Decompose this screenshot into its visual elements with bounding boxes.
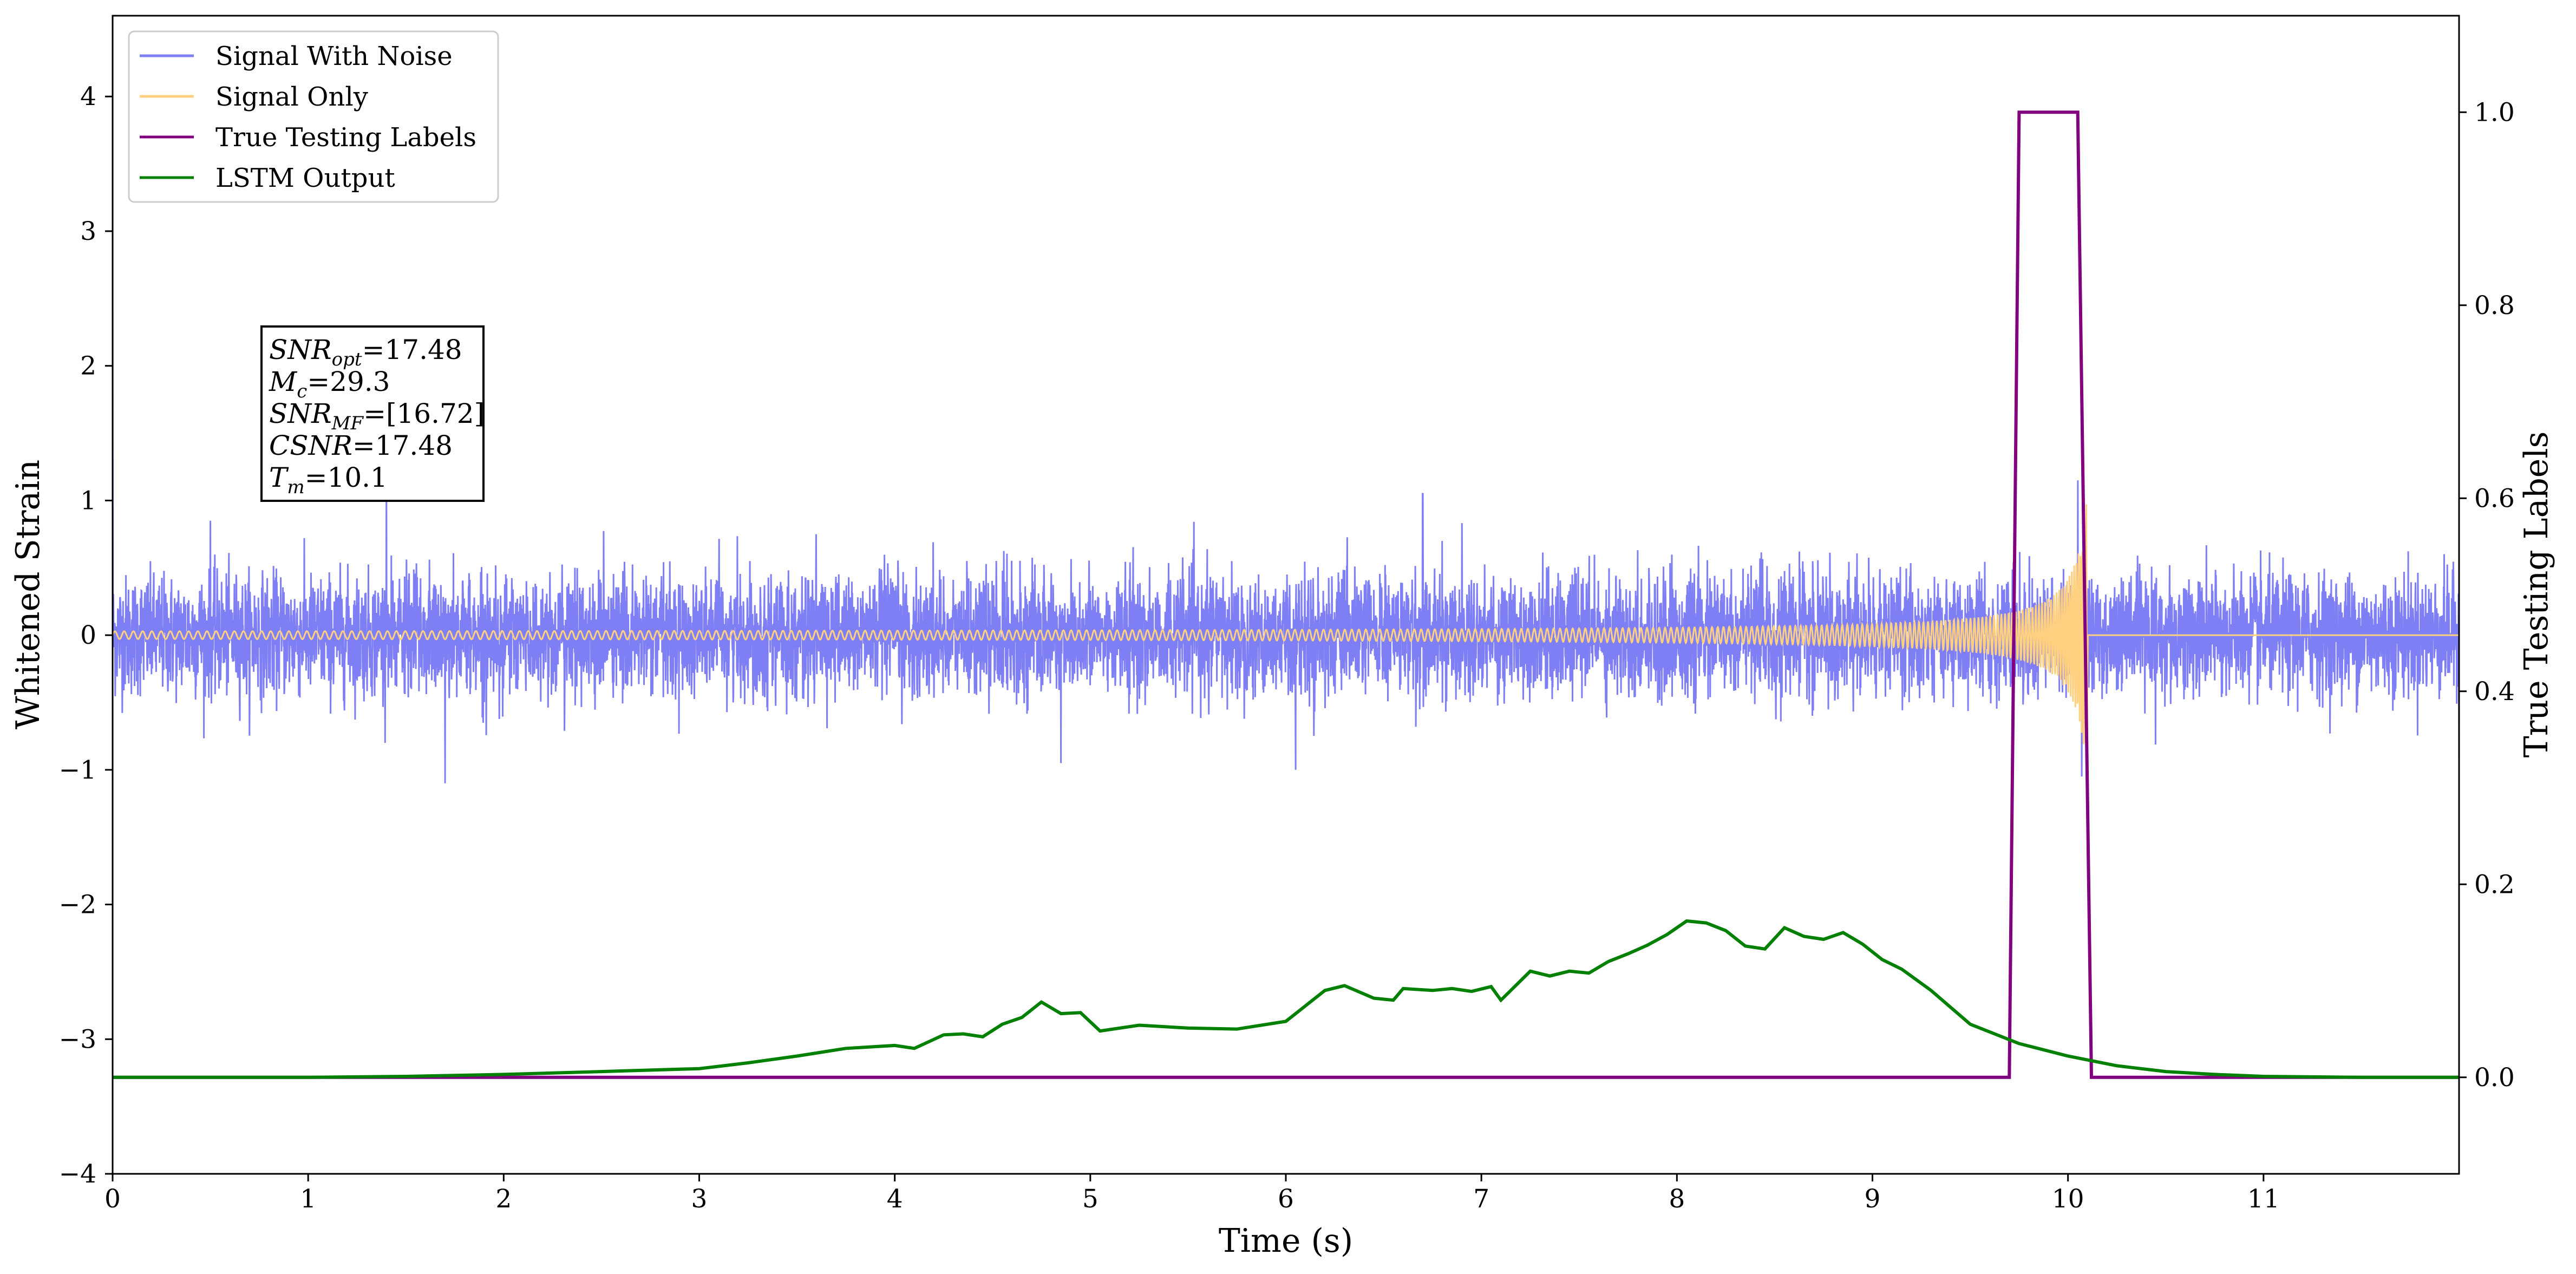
annotation-mc-value: =29.3 xyxy=(307,366,390,397)
annotation-csnr-value: =17.48 xyxy=(352,430,453,461)
annotation-frame xyxy=(260,325,485,502)
annotation-snr-mf-value: =[16.72] xyxy=(363,398,485,429)
y-axis-left-label: Whitened Strain xyxy=(9,460,47,729)
legend: Signal With Noise Signal Only True Testing… xyxy=(128,30,499,203)
annotation-csnr: CSNR=17.48 xyxy=(269,430,453,461)
y-right-tick-label: 0.4 xyxy=(2474,677,2515,707)
x-tick-label: 7 xyxy=(1473,1184,1489,1214)
x-tick-label: 11 xyxy=(2247,1184,2280,1214)
legend-entry: True Testing Labels xyxy=(215,122,476,153)
x-tick-label: 1 xyxy=(300,1184,316,1214)
y-right-tick-label: 0.8 xyxy=(2474,291,2515,321)
x-tick-label: 8 xyxy=(1669,1184,1685,1214)
x-tick-label: 4 xyxy=(887,1184,903,1214)
y-left-tick-label: −1 xyxy=(59,755,96,785)
y-right-tick-label: 1.0 xyxy=(2474,97,2515,127)
y-left-tick-label: 3 xyxy=(80,217,96,246)
legend-entry: LSTM Output xyxy=(215,163,395,193)
y-left-tick-label: −2 xyxy=(59,890,96,920)
x-axis-label: Time (s) xyxy=(1219,1222,1353,1260)
y-left-tick-label: −3 xyxy=(59,1024,96,1054)
annotation-mc: Mc=29.3 xyxy=(269,366,390,402)
y-left-tick-label: 4 xyxy=(80,82,96,112)
legend-entry: Signal Only xyxy=(215,82,368,112)
x-tick-label: 3 xyxy=(691,1184,708,1214)
series-layer xyxy=(113,110,2459,1079)
y-right-tick-label: 0.6 xyxy=(2474,484,2515,513)
ticks-layer: 0 1 2 3 4 5 6 7 8 9 10 11 −4 −3 −2 −1 0 1 2 3 4 0.0 0.2 0.4 0.6 0… xyxy=(59,82,2515,1214)
annotation-snr-opt: SNRopt=17.48 xyxy=(269,334,462,370)
y-left-tick-label: 1 xyxy=(80,486,96,515)
annotation-tm: Tm=10.1 xyxy=(269,462,388,498)
y-right-tick-label: 0.0 xyxy=(2474,1063,2515,1093)
y-left-tick-label: −4 xyxy=(59,1159,96,1189)
x-tick-label: 10 xyxy=(2052,1184,2084,1214)
x-tick-label: 2 xyxy=(495,1184,512,1214)
legend-box xyxy=(128,30,499,203)
y-left-tick-label: 0 xyxy=(80,620,96,650)
x-tick-label: 5 xyxy=(1082,1184,1099,1214)
series-signal-only xyxy=(113,504,2459,773)
legend-items: Signal With Noise Signal Only True Testing… xyxy=(140,41,476,193)
y-left-tick-label: 2 xyxy=(80,351,96,381)
legend-entry: Signal With Noise xyxy=(215,41,453,71)
x-tick-label: 9 xyxy=(1865,1184,1881,1214)
series-lstm-output xyxy=(113,919,2459,1079)
x-tick-label: 0 xyxy=(104,1184,121,1214)
x-tick-label: 6 xyxy=(1278,1184,1294,1214)
y-right-tick-label: 0.2 xyxy=(2474,870,2515,899)
annotation-tm-value: =10.1 xyxy=(305,462,388,493)
annotation-snr-mf: SNRMF=[16.72] xyxy=(269,398,485,434)
y-axis-right-label: True Testing Labels xyxy=(2518,432,2555,758)
series-true-testing-labels xyxy=(113,110,2459,1079)
annotation-snr-opt-value: =17.48 xyxy=(362,334,462,365)
annotation-box: SNRopt=17.48 Mc=29.3 SNRMF=[16.72] CSNR=… xyxy=(260,325,485,502)
